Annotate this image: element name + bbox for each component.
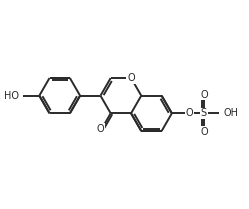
Text: O: O — [127, 73, 135, 83]
Text: OH: OH — [223, 108, 238, 118]
Text: O: O — [200, 90, 208, 99]
Text: O: O — [185, 108, 193, 118]
Text: HO: HO — [4, 91, 19, 101]
Text: S: S — [201, 108, 207, 118]
Text: O: O — [200, 127, 208, 137]
Text: O: O — [96, 124, 104, 134]
